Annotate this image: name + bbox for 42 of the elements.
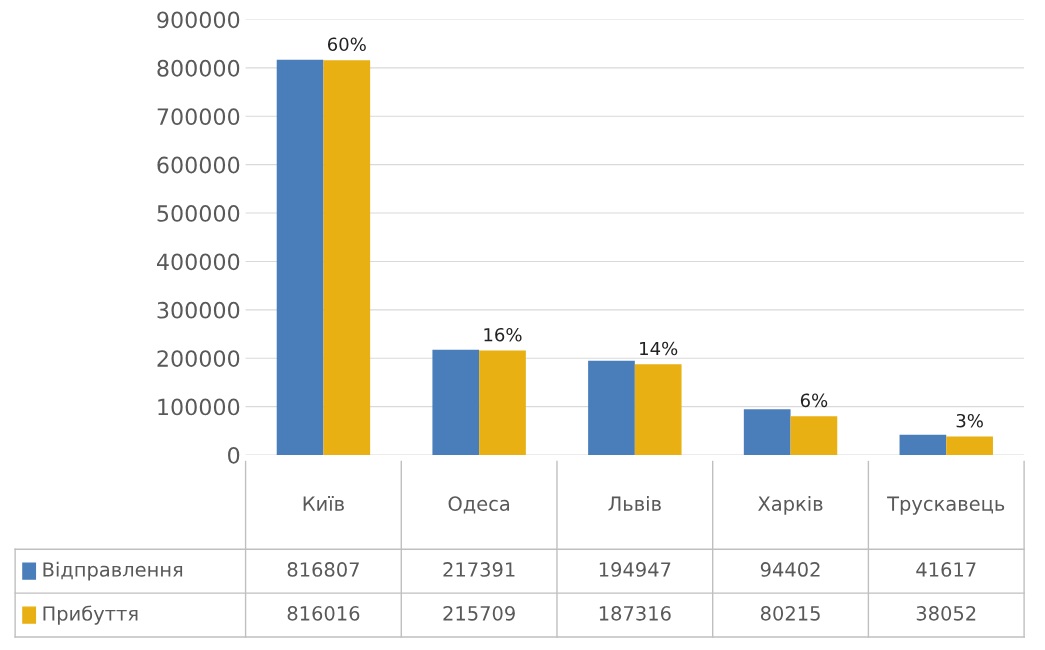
x-tick-label: Харків (758, 495, 823, 515)
bar (323, 60, 371, 455)
data-label: 816016 (287, 606, 360, 621)
y-tick-label: 400000 (156, 253, 240, 271)
bar (479, 350, 526, 455)
annotation: 6% (800, 393, 828, 408)
bar (432, 349, 480, 455)
y-tick-label: 800000 (157, 59, 240, 77)
y-tick-label: 900000 (157, 11, 240, 29)
y-tick-label: 0 (228, 446, 240, 464)
bar (743, 409, 791, 455)
legend-label: Прибуття (43, 605, 138, 625)
data-label: 80215 (760, 606, 820, 621)
data-label: 816807 (287, 562, 359, 577)
y-tick-label: 100000 (158, 398, 240, 416)
bar (634, 364, 682, 455)
data-label: 217391 (443, 562, 515, 577)
bar (276, 59, 324, 455)
legend-label: Відправлення (43, 561, 183, 581)
data-label: 38052 (916, 606, 976, 621)
y-tick-label: 600000 (157, 156, 240, 174)
data-label: 94402 (760, 562, 820, 577)
data-label: 194947 (599, 562, 671, 577)
annotation: 60% (327, 37, 366, 52)
data-label: 187316 (599, 606, 671, 621)
y-tick-label: 700000 (157, 108, 240, 126)
annotation: 16% (484, 327, 522, 342)
annotation: 14% (640, 341, 678, 356)
annotation: 3% (956, 413, 983, 428)
x-tick-label: Київ (303, 496, 344, 511)
data-label: 215709 (443, 606, 515, 621)
bar (946, 436, 993, 455)
y-tick-label: 500000 (157, 205, 240, 222)
bar (790, 416, 838, 455)
y-tick-label: 200000 (157, 350, 240, 367)
x-tick-label: Львів (608, 495, 661, 511)
x-tick-label: Одеса (448, 496, 510, 514)
data-label: 41617 (916, 562, 976, 577)
y-tick-label: 300000 (157, 301, 240, 319)
bar (588, 360, 635, 455)
x-tick-label: Трускавець (887, 496, 1005, 515)
bar (899, 434, 947, 455)
